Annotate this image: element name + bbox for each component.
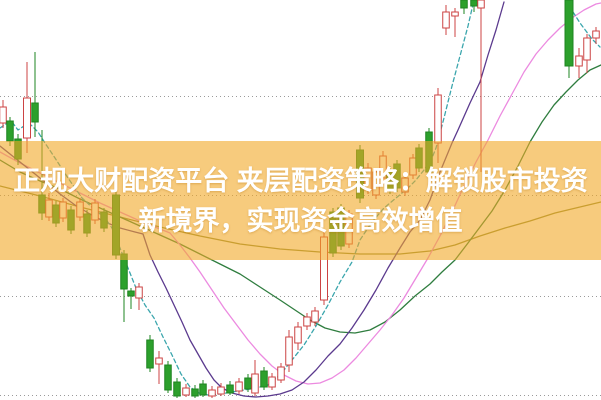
promo-banner-overlay[interactable]: 正规大财配资平台 夹层配资策略：解锁股市投资 新境界，实现资金高效增值 [0,141,601,260]
promo-banner-line2: 新境界，实现资金高效增值 [138,205,463,236]
promo-banner-line1: 正规大财配资平台 夹层配资策略：解锁股市投资 [13,165,588,196]
